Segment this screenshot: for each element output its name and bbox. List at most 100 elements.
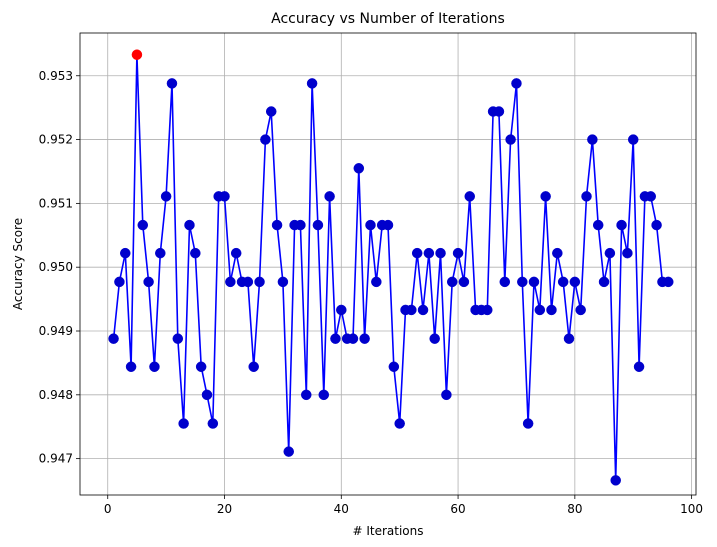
data-point [633, 361, 645, 372]
data-point [306, 78, 318, 89]
x-tick-label: 100 [680, 502, 703, 516]
data-point [254, 276, 265, 288]
data-point [452, 247, 464, 259]
data-point [166, 78, 178, 89]
data-point [359, 333, 370, 344]
data-point [347, 333, 359, 344]
x-tick-label: 20 [217, 502, 232, 516]
data-point [336, 304, 347, 316]
data-point [645, 191, 656, 202]
data-point [435, 247, 446, 259]
data-point [592, 219, 604, 231]
data-point [610, 475, 621, 486]
data-point [522, 418, 534, 429]
data-point [137, 219, 149, 231]
data-point [184, 219, 195, 231]
data-point [581, 191, 592, 202]
data-point [172, 333, 184, 344]
data-point [546, 304, 557, 316]
data-point [114, 276, 125, 288]
data-point [155, 247, 166, 259]
data-point [382, 219, 394, 231]
data-point [248, 361, 259, 372]
data-point [324, 191, 335, 202]
data-point [534, 304, 546, 316]
data-point [371, 276, 382, 288]
data-point [242, 276, 254, 288]
data-layer [108, 49, 674, 486]
data-point [225, 276, 236, 288]
data-point [446, 276, 458, 288]
data-point [260, 134, 271, 145]
data-point [429, 333, 440, 344]
data-point [160, 191, 172, 202]
y-tick-label: 0.952 [39, 133, 73, 147]
data-point [143, 276, 154, 288]
y-tick-label: 0.949 [39, 324, 73, 338]
x-tick-label: 80 [567, 502, 582, 516]
data-point [394, 418, 405, 429]
data-point [557, 276, 569, 288]
data-point [365, 219, 376, 231]
data-point [517, 276, 528, 288]
data-point [616, 219, 627, 231]
data-point [423, 247, 435, 259]
data-point [604, 247, 616, 259]
data-point [120, 247, 131, 259]
data-point [458, 276, 470, 288]
data-point [318, 389, 330, 401]
x-tick-label: 40 [334, 502, 349, 516]
data-point [125, 361, 137, 372]
data-point [301, 389, 312, 401]
data-point [219, 191, 230, 202]
data-point [108, 333, 119, 344]
y-axis-label: Accuracy Score [11, 218, 25, 310]
y-tick-label: 0.950 [39, 260, 73, 274]
x-axis-label: # Iterations [352, 524, 423, 538]
data-point [190, 247, 201, 259]
x-tick-label: 0 [104, 502, 112, 516]
data-point [575, 304, 586, 316]
data-point [627, 134, 639, 145]
x-tick-label: 60 [450, 502, 465, 516]
plot-frame [79, 32, 697, 496]
data-point [149, 361, 160, 372]
data-point [277, 276, 289, 288]
tick-layer: 0 20 40 60 80 100 0.947 0.948 0.949 0.950 0.951 0.9… [39, 69, 703, 516]
data-point [598, 276, 610, 288]
data-point [411, 247, 423, 259]
data-point [312, 219, 324, 231]
data-point [499, 276, 511, 288]
data-point [353, 163, 365, 174]
data-point [569, 276, 581, 288]
y-tick-label: 0.947 [39, 452, 73, 466]
data-point [295, 219, 306, 231]
data-point [283, 446, 294, 457]
y-tick-label: 0.951 [39, 196, 73, 210]
data-point [587, 134, 598, 145]
data-point [663, 276, 674, 288]
data-point [201, 389, 213, 401]
data-point [563, 333, 575, 344]
chart-title: Accuracy vs Number of Iterations [271, 11, 505, 27]
data-point [540, 191, 551, 202]
data-point [207, 418, 219, 429]
data-point [417, 304, 429, 316]
data-point [622, 247, 633, 259]
data-point [271, 219, 283, 231]
data-point [482, 304, 493, 316]
y-tick-label: 0.953 [39, 69, 73, 83]
data-point [511, 78, 522, 89]
data-point [464, 191, 475, 202]
data-point [195, 361, 207, 372]
data-point [528, 276, 540, 288]
data-point [505, 134, 516, 145]
max-accuracy-point [131, 49, 143, 60]
data-point [441, 389, 452, 401]
data-point [265, 106, 277, 117]
y-tick-label: 0.948 [39, 388, 73, 402]
data-point [552, 247, 563, 259]
data-point [651, 219, 662, 231]
data-point [178, 418, 189, 429]
